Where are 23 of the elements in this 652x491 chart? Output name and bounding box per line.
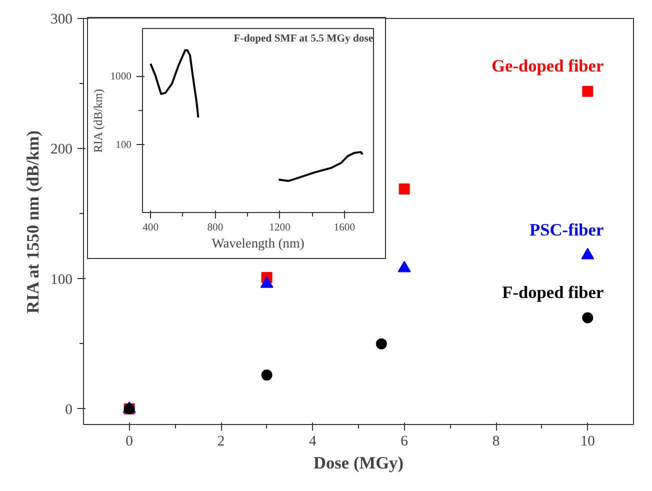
x-tick-label: 4 [309, 434, 318, 450]
y-tick-label: 0 [65, 402, 72, 418]
x-axis-title: Wavelength (nm) [212, 236, 304, 250]
x-tick-label: 400 [142, 222, 159, 234]
y-tick-label: 1000 [110, 72, 132, 83]
y-axis-title: RIA at 1550 nm (dB/km) [24, 130, 43, 314]
x-tick-label: 1600 [334, 222, 356, 234]
series-label: F-doped fiber [502, 282, 604, 302]
y-tick-label: 300 [50, 12, 72, 28]
annotation: F-doped SMF at 5.5 MGy dose [234, 34, 374, 44]
x-tick-label: 6 [400, 434, 408, 450]
x-tick-label: 8 [492, 434, 500, 450]
x-tick-label: 10 [580, 434, 595, 450]
series-label: PSC-fiber [530, 220, 604, 240]
x-axis-title: Dose (MGy) [314, 454, 404, 472]
y-tick-label: 100 [116, 140, 132, 151]
y-tick-label: 200 [50, 142, 72, 158]
series-label: Ge-doped fiber [492, 56, 604, 76]
x-tick-label: 1200 [269, 222, 290, 234]
y-axis-title: RIA (dB/km) [91, 88, 106, 153]
y-tick-label: 100 [50, 272, 72, 288]
x-tick-label: 800 [207, 222, 224, 234]
x-tick-label: 2 [217, 434, 225, 450]
